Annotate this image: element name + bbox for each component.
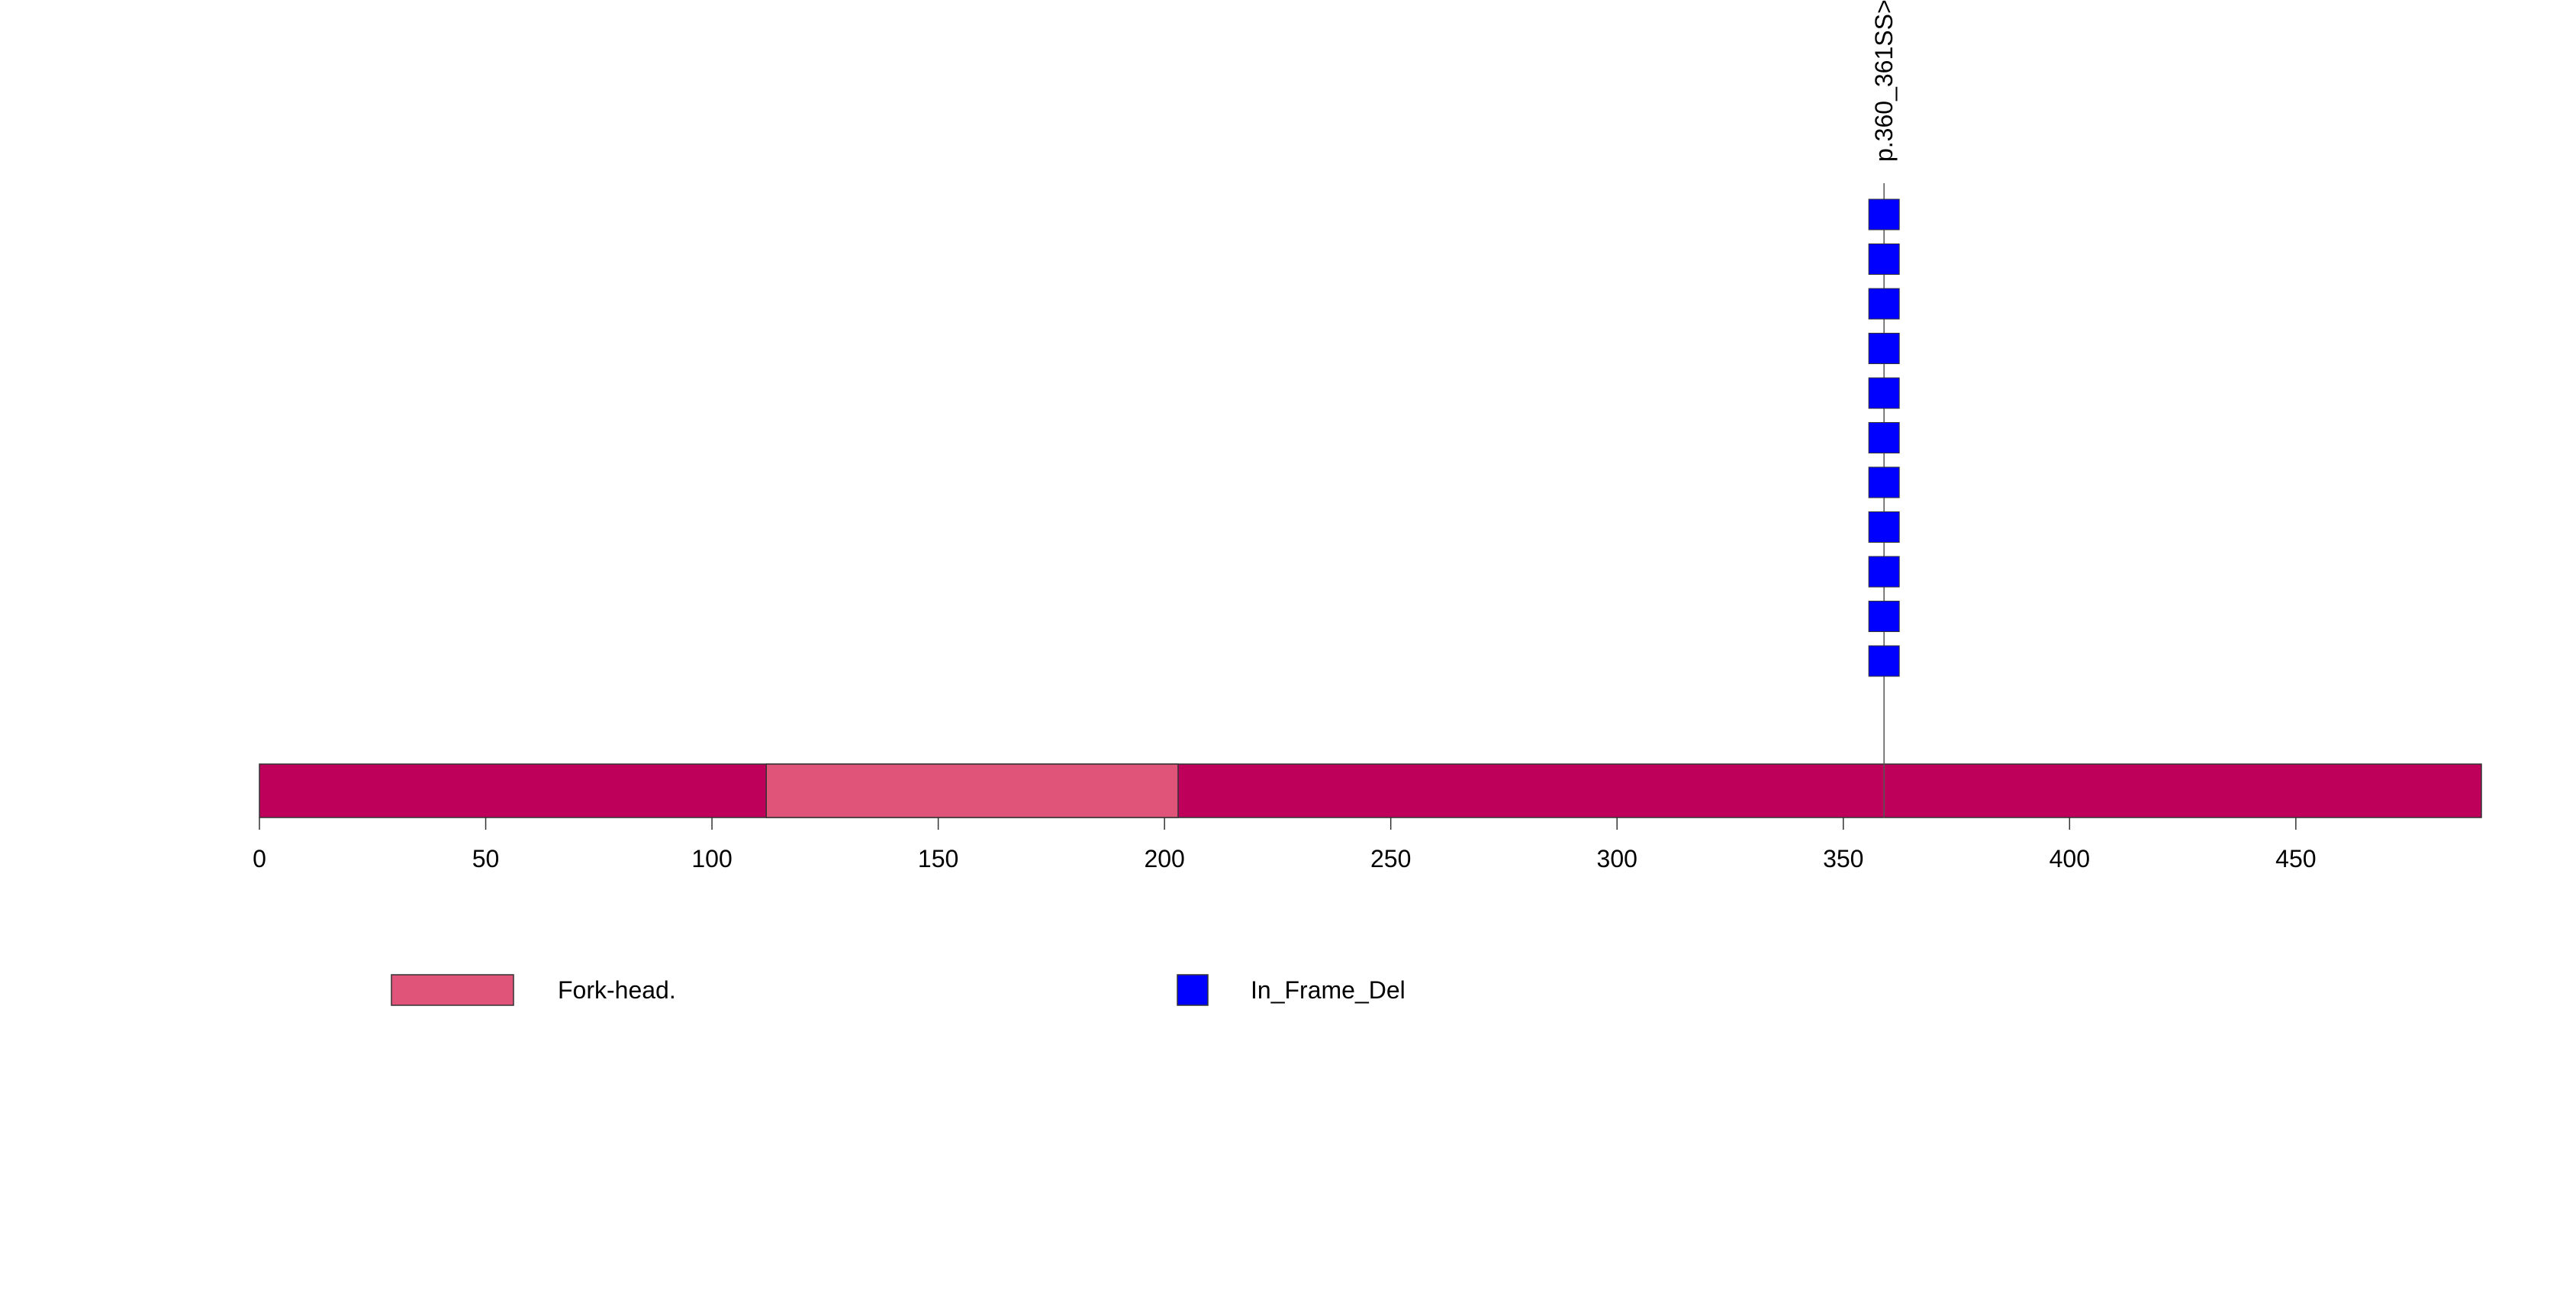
legend-label-mutation: In_Frame_Del bbox=[1251, 976, 1406, 1004]
mutation-mark bbox=[1868, 288, 1900, 320]
x-tick-label-0: 0 bbox=[253, 845, 266, 872]
mutation-mark bbox=[1868, 377, 1900, 409]
x-tick-label-50: 50 bbox=[472, 845, 500, 872]
mutation-mark bbox=[1868, 243, 1900, 275]
x-tick-label-200: 200 bbox=[1144, 845, 1184, 872]
x-axis: 0 50 100 150 200 250 300 350 400 450 bbox=[253, 818, 2317, 872]
protein-domains bbox=[259, 763, 2482, 818]
legend-label-domain: Fork-head. bbox=[558, 976, 676, 1004]
mutation-mark bbox=[1868, 556, 1900, 588]
x-tick-label-150: 150 bbox=[918, 845, 958, 872]
x-tick-label-250: 250 bbox=[1370, 845, 1411, 872]
protein-bar bbox=[259, 763, 2482, 818]
mutation-label-1: p.360_361SS> bbox=[1870, 0, 1898, 162]
x-tick-label-400: 400 bbox=[2050, 845, 2090, 872]
mutation-mark bbox=[1868, 601, 1900, 632]
mutation-mark bbox=[1868, 645, 1900, 677]
mutation-mark bbox=[1868, 422, 1900, 453]
mutation-mark bbox=[1868, 198, 1900, 231]
legend: Fork-head. In_Frame_Del bbox=[391, 974, 1406, 1006]
x-tick-label-450: 450 bbox=[2275, 845, 2316, 872]
mutation-lollipops: p.360_361SS> bbox=[1868, 0, 1900, 818]
legend-swatch-mutation bbox=[1177, 974, 1209, 1006]
mutation-mark bbox=[1868, 333, 1900, 364]
mutation-mark bbox=[1868, 511, 1900, 543]
x-tick-label-350: 350 bbox=[1823, 845, 1863, 872]
x-tick-label-300: 300 bbox=[1597, 845, 1637, 872]
domain-1 bbox=[765, 763, 1179, 818]
x-tick-label-100: 100 bbox=[691, 845, 732, 872]
legend-swatch-domain bbox=[391, 974, 514, 1006]
mutation-mark bbox=[1868, 466, 1900, 498]
